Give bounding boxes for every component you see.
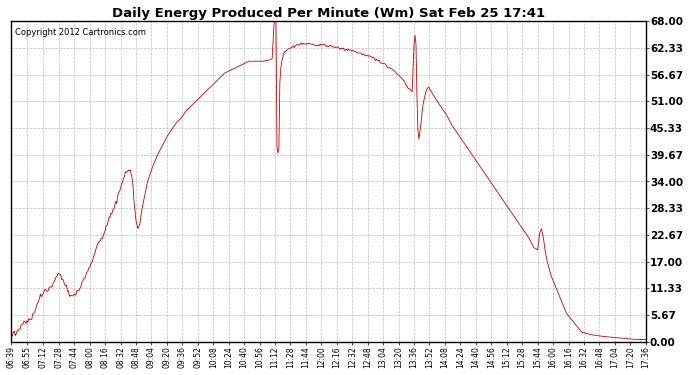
Title: Daily Energy Produced Per Minute (Wm) Sat Feb 25 17:41: Daily Energy Produced Per Minute (Wm) Sa… <box>112 7 545 20</box>
Text: Copyright 2012 Cartronics.com: Copyright 2012 Cartronics.com <box>14 27 146 36</box>
